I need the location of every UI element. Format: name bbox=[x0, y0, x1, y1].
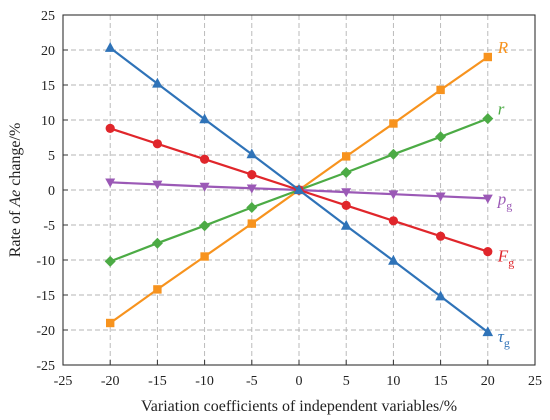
diamond-marker bbox=[151, 237, 163, 249]
series-name-label: R bbox=[497, 38, 509, 57]
y-tick-label: -5 bbox=[43, 219, 55, 234]
circle-marker bbox=[341, 200, 351, 210]
square-marker bbox=[483, 52, 492, 62]
triangle-down-marker bbox=[388, 190, 399, 200]
diamond-marker bbox=[435, 131, 447, 143]
y-axis-title: Rate of Ae change/% bbox=[7, 123, 24, 258]
x-tick-label: -20 bbox=[101, 374, 120, 389]
circle-marker bbox=[200, 154, 210, 164]
grid bbox=[63, 15, 535, 365]
y-tick-label: -20 bbox=[36, 324, 55, 339]
x-axis-title: Variation coefficients of independent va… bbox=[141, 398, 457, 415]
triangle-up-marker bbox=[246, 148, 258, 159]
triangle-up-marker bbox=[152, 77, 163, 88]
circle-marker bbox=[247, 170, 257, 180]
x-tick-label: 0 bbox=[296, 374, 303, 389]
x-tick-label: -25 bbox=[54, 374, 73, 389]
triangle-up-marker bbox=[104, 42, 116, 52]
triangle-down-marker bbox=[199, 182, 210, 192]
triangle-up-marker bbox=[435, 290, 446, 301]
y-tick-label: 15 bbox=[41, 79, 55, 94]
square-marker bbox=[342, 152, 351, 161]
x-tick-label: 25 bbox=[528, 374, 542, 389]
y-tick-label: -25 bbox=[36, 359, 55, 374]
series-name-label: τg bbox=[498, 327, 510, 350]
diamond-marker bbox=[340, 167, 352, 178]
series-name-label: r bbox=[498, 100, 505, 119]
diamond-marker bbox=[199, 220, 211, 232]
y-tick-label: 25 bbox=[41, 9, 55, 24]
diamond-marker bbox=[387, 148, 399, 160]
triangle-down-marker bbox=[105, 178, 116, 188]
series-name-label: pg bbox=[497, 189, 513, 212]
triangle-up-marker bbox=[293, 184, 305, 194]
square-marker bbox=[389, 119, 398, 128]
square-marker bbox=[200, 252, 209, 261]
triangle-down-marker bbox=[246, 184, 257, 194]
y-tick-label: 20 bbox=[41, 44, 55, 59]
diamond-marker bbox=[104, 255, 116, 267]
x-tick-label: 10 bbox=[386, 374, 400, 389]
square-marker bbox=[106, 318, 115, 328]
y-tick-label: 10 bbox=[41, 114, 55, 129]
square-marker bbox=[247, 219, 256, 228]
y-tick-label: -15 bbox=[36, 289, 55, 304]
circle-marker bbox=[436, 231, 446, 241]
triangle-up-marker bbox=[388, 254, 399, 265]
triangle-up-marker bbox=[482, 326, 494, 337]
x-tick-label: 15 bbox=[434, 374, 448, 389]
circle-marker bbox=[105, 123, 115, 133]
y-tick-label: -10 bbox=[36, 254, 55, 269]
triangle-down-marker bbox=[435, 192, 446, 202]
series-labels: Rr pg Fg τg bbox=[497, 38, 514, 350]
x-tick-label: 20 bbox=[481, 374, 495, 389]
circle-marker bbox=[388, 216, 398, 226]
triangle-down-marker bbox=[341, 188, 352, 198]
square-marker bbox=[436, 85, 445, 95]
triangle-down-marker bbox=[152, 180, 163, 190]
triangle-up-marker bbox=[199, 113, 210, 124]
series-triangle-up bbox=[104, 42, 494, 337]
axis-ticks: -25 -20 -15 -10 -5 0 5 10 15 20 25 -25 -20 -15 -10 -5 0 5… bbox=[36, 9, 542, 389]
x-tick-label: -15 bbox=[148, 374, 167, 389]
y-tick-label: 0 bbox=[48, 184, 55, 199]
triangle-up-marker bbox=[340, 219, 352, 230]
series-name-label: Fg bbox=[497, 247, 514, 270]
y-tick-label: 5 bbox=[48, 149, 55, 164]
triangle-down-marker bbox=[482, 194, 493, 204]
square-marker bbox=[153, 285, 162, 294]
series-group bbox=[104, 42, 494, 337]
diamond-marker bbox=[482, 113, 494, 125]
circle-marker bbox=[152, 139, 162, 149]
x-tick-label: -10 bbox=[195, 374, 214, 389]
diamond-marker bbox=[246, 202, 258, 213]
circle-marker bbox=[483, 247, 493, 257]
x-tick-label: 5 bbox=[343, 374, 350, 389]
x-tick-label: -5 bbox=[246, 374, 258, 389]
plot-frame bbox=[62, 14, 536, 366]
